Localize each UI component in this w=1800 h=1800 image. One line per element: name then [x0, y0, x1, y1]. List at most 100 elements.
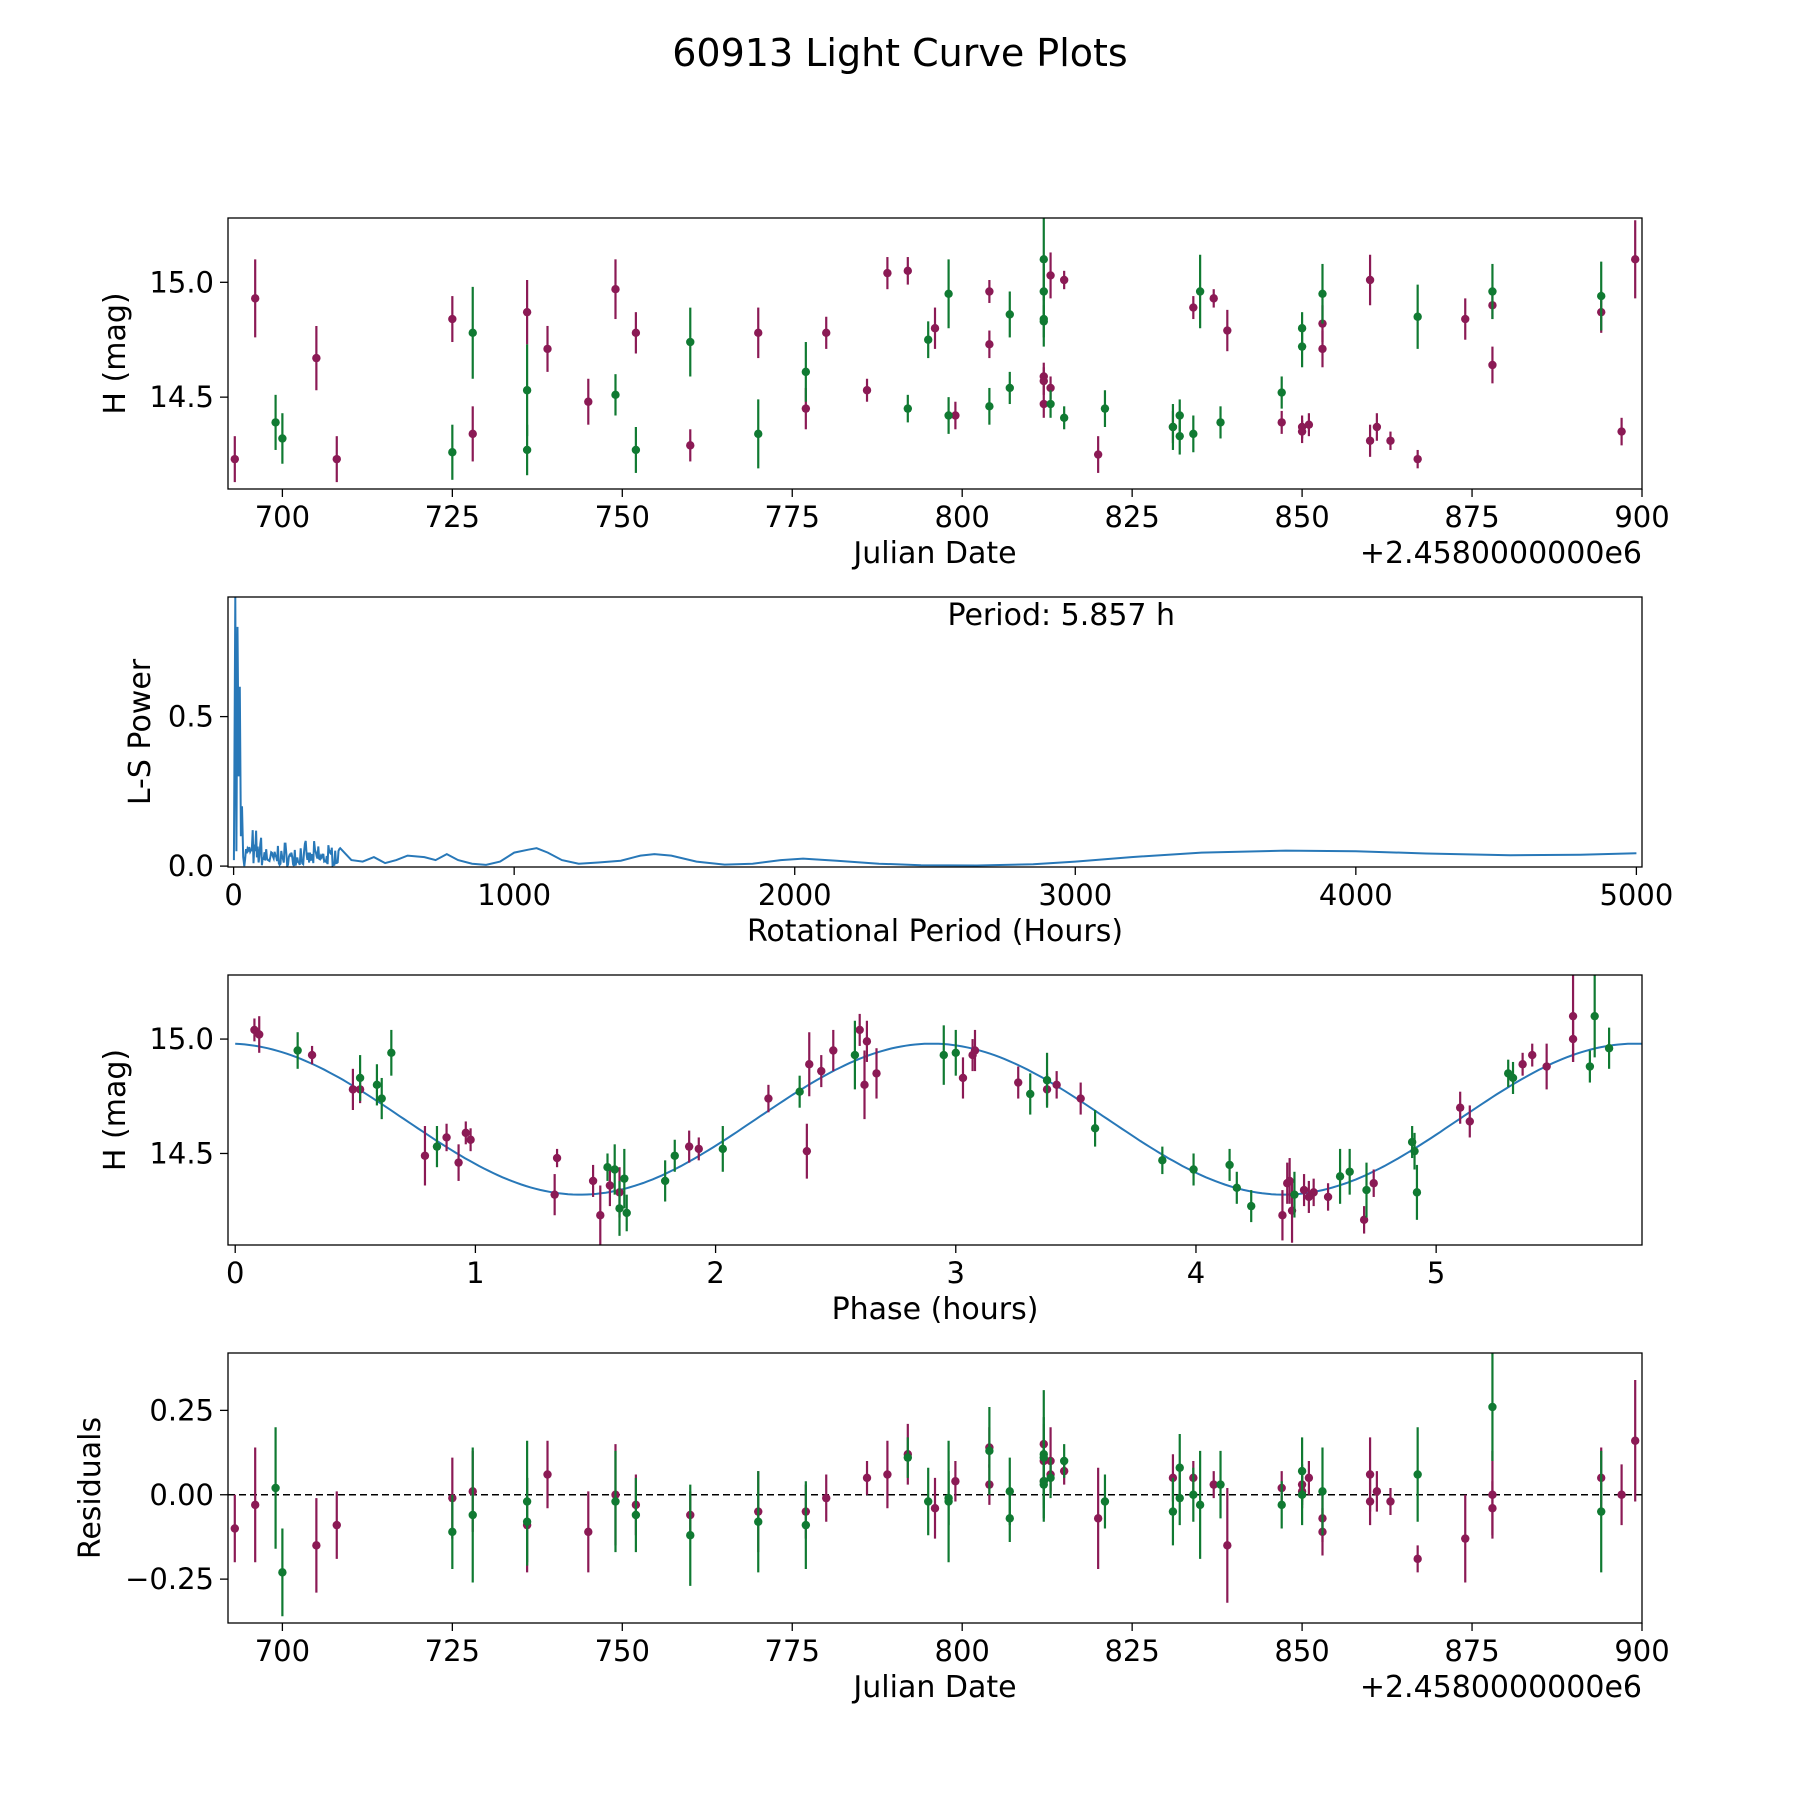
purple-data-point [805, 1060, 814, 1069]
x-axis-label: Rotational Period (Hours) [747, 914, 1123, 949]
y-tick-label: 15.0 [149, 1022, 214, 1056]
x-tick-label: 775 [765, 1634, 820, 1668]
purple-data-point [951, 411, 960, 420]
green-data-point [1189, 1490, 1198, 1499]
purple-data-point [1488, 360, 1497, 370]
green-data-point [1046, 399, 1055, 409]
purple-data-point [250, 1500, 260, 1510]
green-data-point [1039, 317, 1048, 326]
green-data-point [1175, 1493, 1184, 1503]
green-data-point [1590, 1011, 1599, 1021]
green-data-point [1335, 1172, 1345, 1181]
green-data-point [1059, 1456, 1069, 1466]
green-data-point [754, 429, 763, 439]
purple-data-point [1617, 427, 1626, 436]
purple-data-point [1369, 1179, 1378, 1188]
x-axis-label: Julian Date [851, 1670, 1016, 1705]
green-data-point [1168, 1507, 1178, 1516]
green-data-point [903, 1453, 913, 1462]
purple-data-point [1365, 275, 1375, 285]
green-data-point [924, 335, 933, 344]
purple-data-point [883, 268, 892, 278]
x-tick-label: 875 [1444, 1634, 1499, 1668]
purple-data-point [1631, 1436, 1640, 1445]
purple-data-point [454, 1158, 463, 1167]
purple-data-point [985, 287, 994, 296]
y-tick-label: 15.0 [149, 265, 214, 299]
green-data-point [522, 445, 532, 455]
y-tick-label: 14.5 [149, 380, 214, 414]
purple-data-point [543, 344, 552, 354]
purple-data-point [255, 1030, 264, 1039]
purple-data-point [1365, 436, 1375, 445]
green-data-point [1158, 1156, 1167, 1165]
x-axis-label: Phase (hours) [832, 1292, 1039, 1327]
x-axis-label: Julian Date [851, 536, 1016, 571]
purple-data-point [1518, 1060, 1527, 1069]
green-data-point [985, 402, 994, 411]
green-data-point [1508, 1073, 1518, 1083]
y-tick-label: 14.5 [149, 1136, 214, 1170]
green-data-point [372, 1080, 382, 1090]
power-spectrum-line [232, 597, 1637, 867]
x-tick-label: 750 [595, 1634, 650, 1668]
green-data-point [387, 1048, 396, 1057]
green-data-point [686, 337, 695, 347]
green-data-point [1175, 1463, 1184, 1472]
plot-frame [227, 217, 1643, 490]
green-data-point [1175, 431, 1184, 441]
green-data-point [271, 1483, 280, 1493]
purple-data-point [611, 284, 620, 294]
purple-data-point [801, 404, 811, 413]
green-data-point [1042, 1076, 1052, 1085]
x-tick-label: 725 [425, 500, 480, 534]
purple-data-point [822, 328, 831, 338]
green-data-point [1297, 342, 1307, 351]
purple-data-point [1617, 1490, 1626, 1499]
purple-data-point [1386, 436, 1395, 445]
green-data-point [944, 289, 953, 298]
green-data-point [1277, 1500, 1286, 1510]
purple-data-point [230, 454, 239, 464]
purple-data-point [883, 1470, 892, 1479]
green-data-point [1189, 1165, 1198, 1174]
green-data-point [1488, 1402, 1497, 1412]
green-data-point [1005, 383, 1014, 393]
plot-frame [227, 596, 1643, 868]
purple-data-point [442, 1133, 451, 1142]
green-data-point [1585, 1062, 1595, 1071]
green-data-point [1318, 289, 1327, 298]
green-data-point [1195, 1500, 1205, 1510]
purple-data-point [872, 1069, 881, 1078]
green-data-point [1410, 1146, 1419, 1156]
purple-data-point [930, 324, 940, 333]
purple-data-point [802, 1146, 812, 1156]
green-data-point [1362, 1185, 1371, 1195]
green-data-point [615, 1204, 624, 1213]
green-data-point [801, 1520, 811, 1530]
x-tick-label: 1000 [477, 878, 551, 912]
purple-data-point [230, 1524, 239, 1533]
purple-data-point [1046, 271, 1055, 280]
green-data-point [1059, 413, 1069, 423]
purple-data-point [522, 307, 532, 317]
green-data-point [631, 445, 641, 455]
x-tick-label: 0 [224, 878, 242, 912]
x-tick-label: 825 [1104, 1634, 1159, 1668]
purple-data-point [1359, 1215, 1369, 1225]
green-data-point [1175, 411, 1184, 420]
green-data-point [1189, 429, 1198, 439]
purple-data-point [1413, 1554, 1422, 1564]
green-data-point [1216, 1480, 1225, 1489]
plot-frame [227, 1352, 1643, 1624]
green-data-point [1412, 1188, 1422, 1197]
green-data-point [754, 1517, 763, 1526]
purple-data-point [1365, 1497, 1375, 1506]
purple-data-point [250, 294, 260, 303]
purple-data-point [332, 454, 341, 464]
purple-data-point [686, 441, 695, 450]
x-tick-label: 750 [595, 500, 650, 534]
green-data-point [670, 1151, 679, 1160]
green-data-point [1290, 1190, 1299, 1199]
x-tick-label: 825 [1104, 500, 1159, 534]
